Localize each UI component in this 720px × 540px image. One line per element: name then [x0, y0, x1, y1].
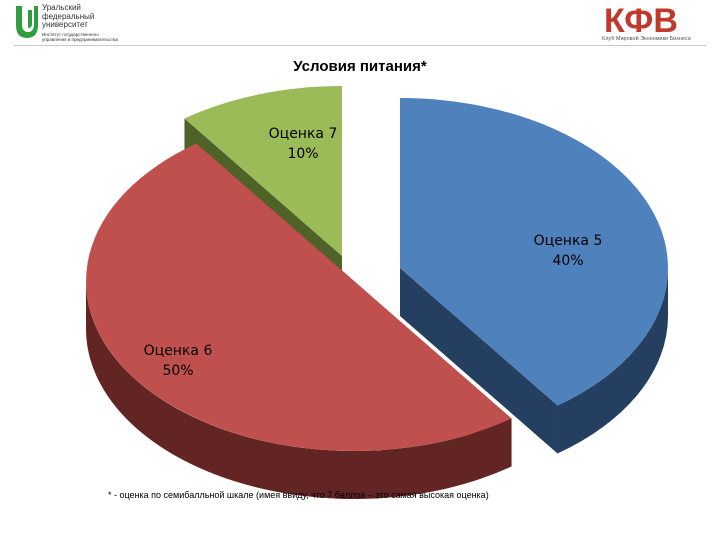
- brand-logo-text: КФВ: [604, 2, 678, 36]
- slice-category-label: Оценка 6: [144, 343, 213, 359]
- chart-footnote: * - оценка по семибалльной шкале (имея в…: [108, 490, 489, 500]
- slice-category-label: Оценка 7: [269, 126, 338, 142]
- pie-edge-wall: [400, 268, 558, 454]
- kfv-club-logo: КФВ Клуб Мировой Экономики Бизнеса: [600, 0, 710, 44]
- pie-slice: [400, 98, 668, 406]
- institute-name: Институт государственного управления и п…: [42, 32, 118, 42]
- pie-side-wall: [557, 268, 668, 454]
- pie-slice: [184, 86, 342, 256]
- slice-percent-label: 50%: [162, 363, 193, 379]
- slice-percent-label: 40%: [552, 253, 583, 269]
- university-emblem-icon: [16, 6, 38, 38]
- header-divider: [14, 45, 706, 46]
- brand-caption: Клуб Мировой Экономики Бизнеса: [602, 36, 691, 42]
- slice-percent-label: 10%: [287, 146, 318, 162]
- pie-slice: [86, 143, 512, 451]
- ural-federal-university-logo: Уральский федеральный университет Инстит…: [14, 2, 144, 46]
- university-name: Уральский федеральный университет: [42, 3, 95, 29]
- chart-title: Условия питания*: [293, 58, 427, 75]
- kfv-logo-mark-icon: КФВ: [604, 2, 678, 36]
- pie-side-wall: [86, 281, 512, 500]
- slice-category-label: Оценка 5: [534, 233, 603, 249]
